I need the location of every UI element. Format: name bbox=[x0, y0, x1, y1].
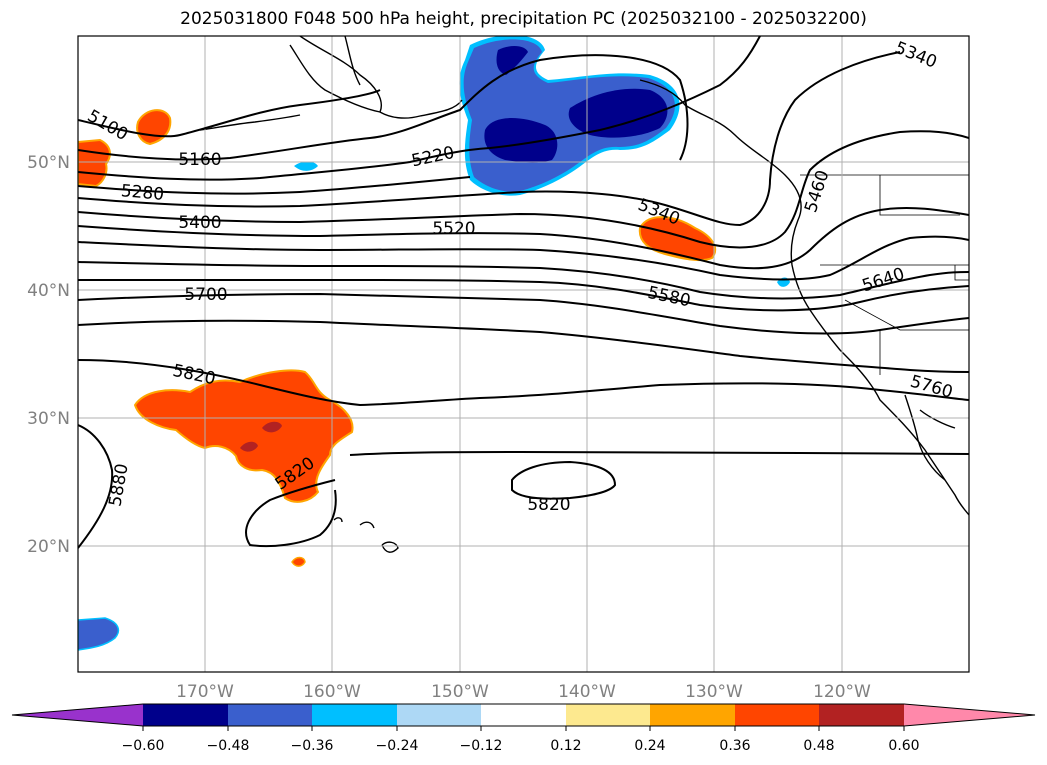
colorbar-tick-label: −0.12 bbox=[460, 738, 503, 754]
positive-area-subtropical bbox=[133, 369, 354, 503]
colorbar-tick-label: 0.24 bbox=[634, 738, 665, 754]
colorbar-tick-label: 0.12 bbox=[550, 738, 581, 754]
state-borders bbox=[800, 174, 969, 375]
colorbar-extend-high bbox=[904, 704, 1035, 726]
colorbar-extend-low bbox=[12, 704, 143, 726]
latitude-labels: 50°N 40°N 30°N 20°N bbox=[27, 153, 70, 557]
colorbar-tick-label: 0.60 bbox=[888, 738, 919, 754]
contour-label-5820-c: 5820 bbox=[527, 495, 570, 515]
height-contours bbox=[78, 36, 969, 549]
strong-positive-area-1 bbox=[262, 421, 282, 433]
strong-positive-area-2 bbox=[240, 441, 258, 452]
contour-label-5280: 5280 bbox=[120, 181, 165, 205]
contour-label-5520: 5520 bbox=[432, 219, 475, 239]
lon-label-170w: 170°W bbox=[176, 682, 234, 702]
longitude-labels: 170°W 160°W 150°W 140°W 130°W 120°W bbox=[176, 682, 871, 702]
plot-frame bbox=[77, 35, 970, 673]
colorbar-seg-5 bbox=[481, 704, 566, 726]
lon-label-160w: 160°W bbox=[303, 682, 361, 702]
lat-label-40n: 40°N bbox=[27, 281, 70, 301]
map-title: 2025031800 F048 500 hPa height, precipit… bbox=[180, 9, 867, 29]
lat-label-30n: 30°N bbox=[27, 409, 70, 429]
colorbar-tick-label: 0.48 bbox=[803, 738, 834, 754]
colorbar-tick-label: −0.48 bbox=[207, 738, 250, 754]
contour-label-5700: 5700 bbox=[184, 285, 227, 305]
colorbar-seg-7 bbox=[650, 704, 735, 726]
colorbar: −0.60 −0.48 −0.36 −0.24 −0.12 0.12 0.24 … bbox=[11, 703, 1036, 754]
lon-label-140w: 140°W bbox=[558, 682, 616, 702]
colorbar-tick-label: 0.36 bbox=[719, 738, 750, 754]
colorbar-seg-3 bbox=[312, 704, 397, 726]
lon-label-120w: 120°W bbox=[813, 682, 871, 702]
weak-negative-area-small bbox=[294, 161, 318, 171]
lat-label-50n: 50°N bbox=[27, 153, 70, 173]
positive-area-small bbox=[291, 556, 306, 567]
lon-label-150w: 150°W bbox=[431, 682, 489, 702]
map-grid bbox=[78, 36, 969, 672]
lat-label-20n: 20°N bbox=[27, 537, 70, 557]
colorbar-seg-6 bbox=[566, 704, 650, 726]
colorbar-seg-2 bbox=[228, 704, 312, 726]
positive-precip-areas bbox=[78, 109, 717, 567]
strong-negative-area-1 bbox=[496, 46, 528, 75]
colorbar-seg-4 bbox=[397, 704, 481, 726]
negative-area-sw bbox=[78, 617, 120, 651]
contour-label-5400: 5400 bbox=[178, 213, 221, 233]
colorbar-seg-1 bbox=[143, 704, 228, 726]
colorbar-seg-9 bbox=[819, 704, 904, 726]
contour-label-5160: 5160 bbox=[178, 150, 221, 170]
strong-negative-area-2 bbox=[484, 118, 558, 163]
strong-negative-area-3 bbox=[568, 88, 668, 138]
colorbar-tick-label: −0.36 bbox=[291, 738, 334, 754]
colorbar-tick-label: −0.60 bbox=[122, 738, 165, 754]
colorbar-tick-label: −0.24 bbox=[376, 738, 419, 754]
colorbar-tick-marks bbox=[142, 726, 905, 731]
colorbar-seg-8 bbox=[735, 704, 819, 726]
negative-precip-areas bbox=[78, 36, 790, 651]
lon-label-130w: 130°W bbox=[685, 682, 743, 702]
